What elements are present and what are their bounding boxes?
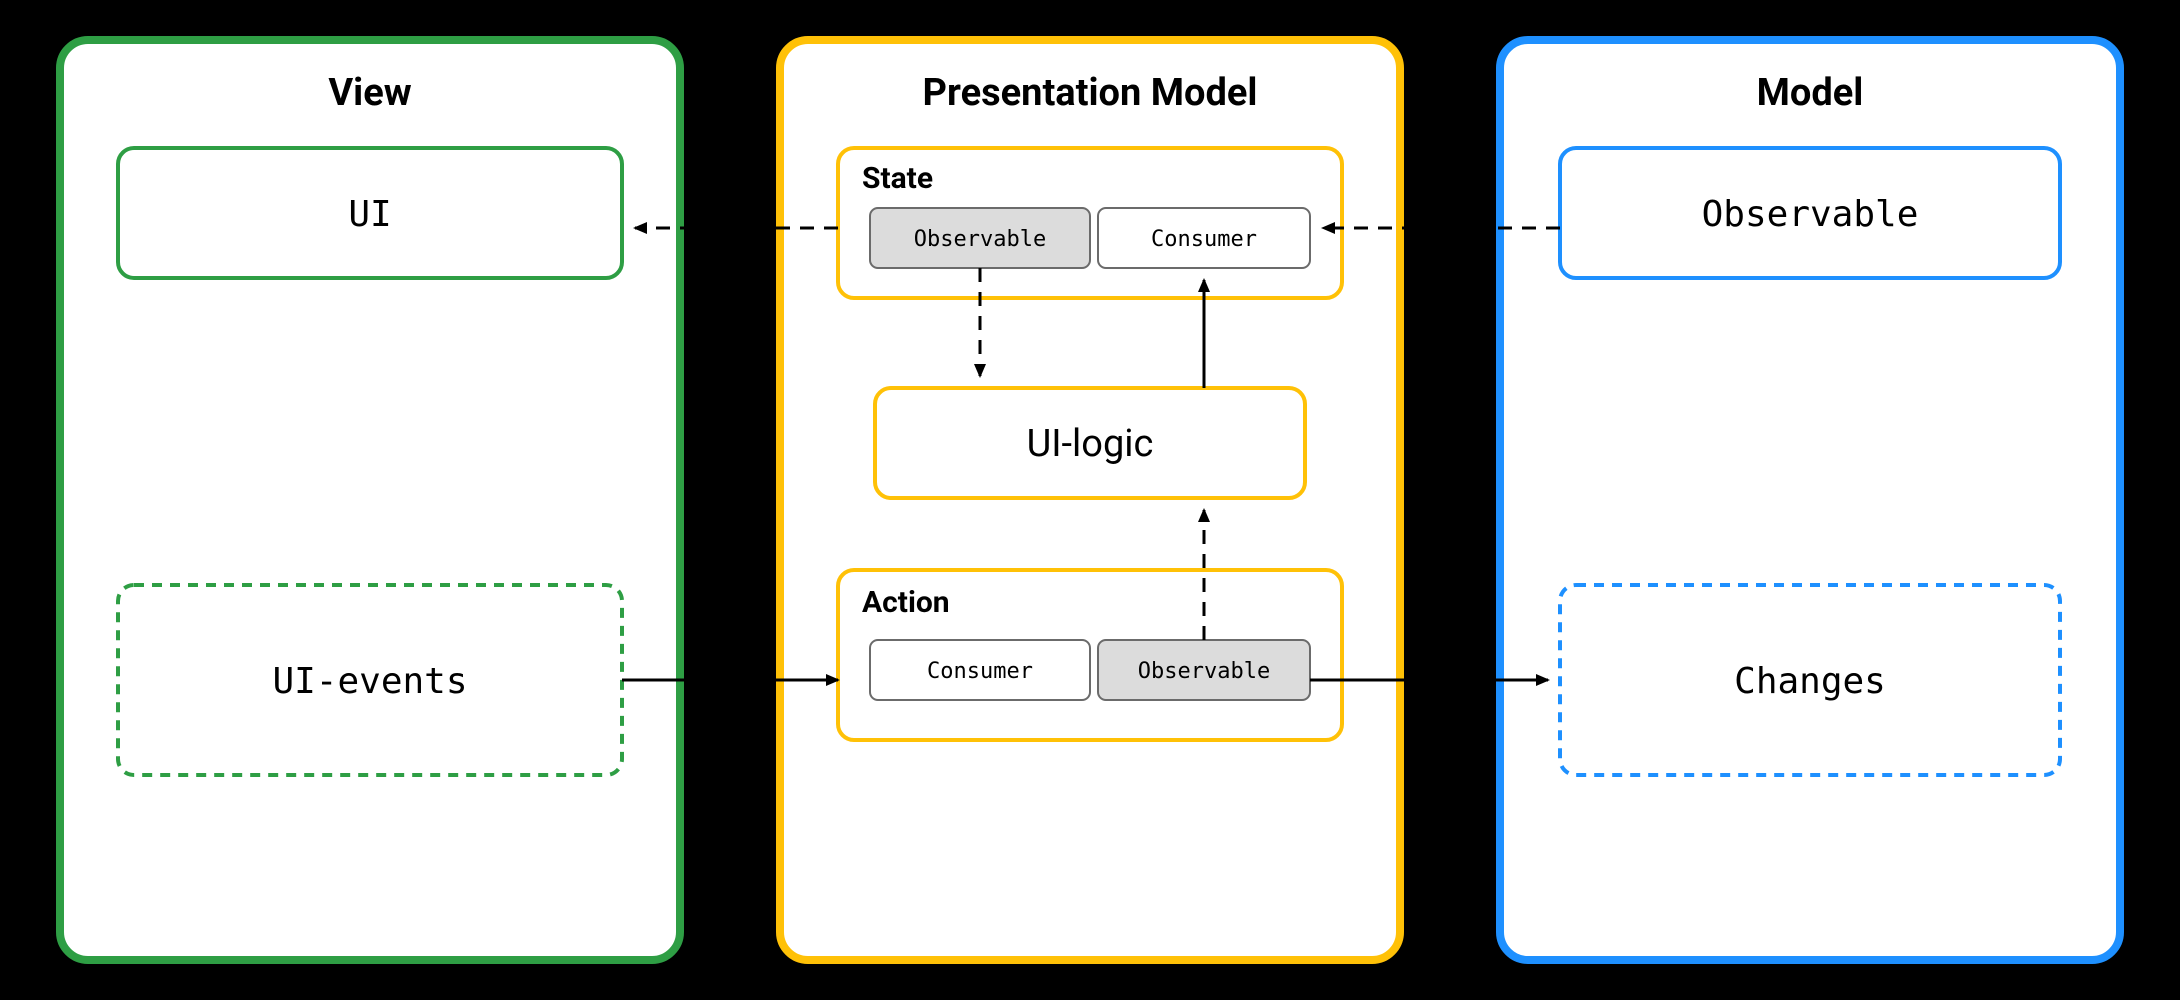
panel-model: Model Observable Changes — [1500, 40, 2120, 960]
panel-view-title: View — [328, 71, 411, 115]
box-state-consumer-label: Consumer — [1151, 227, 1257, 252]
panel-presentation-title: Presentation Model — [923, 71, 1258, 115]
panel-view: View UI UI-events — [60, 40, 680, 960]
diagram-canvas: View UI UI-events Presentation Model Sta… — [0, 0, 2180, 1000]
box-ui-logic-label: UI-logic — [1027, 422, 1154, 466]
panel-model-title: Model — [1757, 71, 1864, 115]
box-action-observable-label: Observable — [1138, 659, 1270, 684]
group-action-title: Action — [862, 585, 950, 620]
box-model-observable-label: Observable — [1702, 194, 1919, 235]
box-ui-label: UI — [348, 194, 391, 235]
box-state-observable-label: Observable — [914, 227, 1046, 252]
box-model-changes-label: Changes — [1734, 661, 1886, 702]
box-action-consumer-label: Consumer — [927, 659, 1033, 684]
box-ui-events-label: UI-events — [272, 661, 467, 702]
group-state-title: State — [862, 161, 933, 196]
panel-presentation: Presentation Model State Observable Cons… — [780, 40, 1400, 960]
